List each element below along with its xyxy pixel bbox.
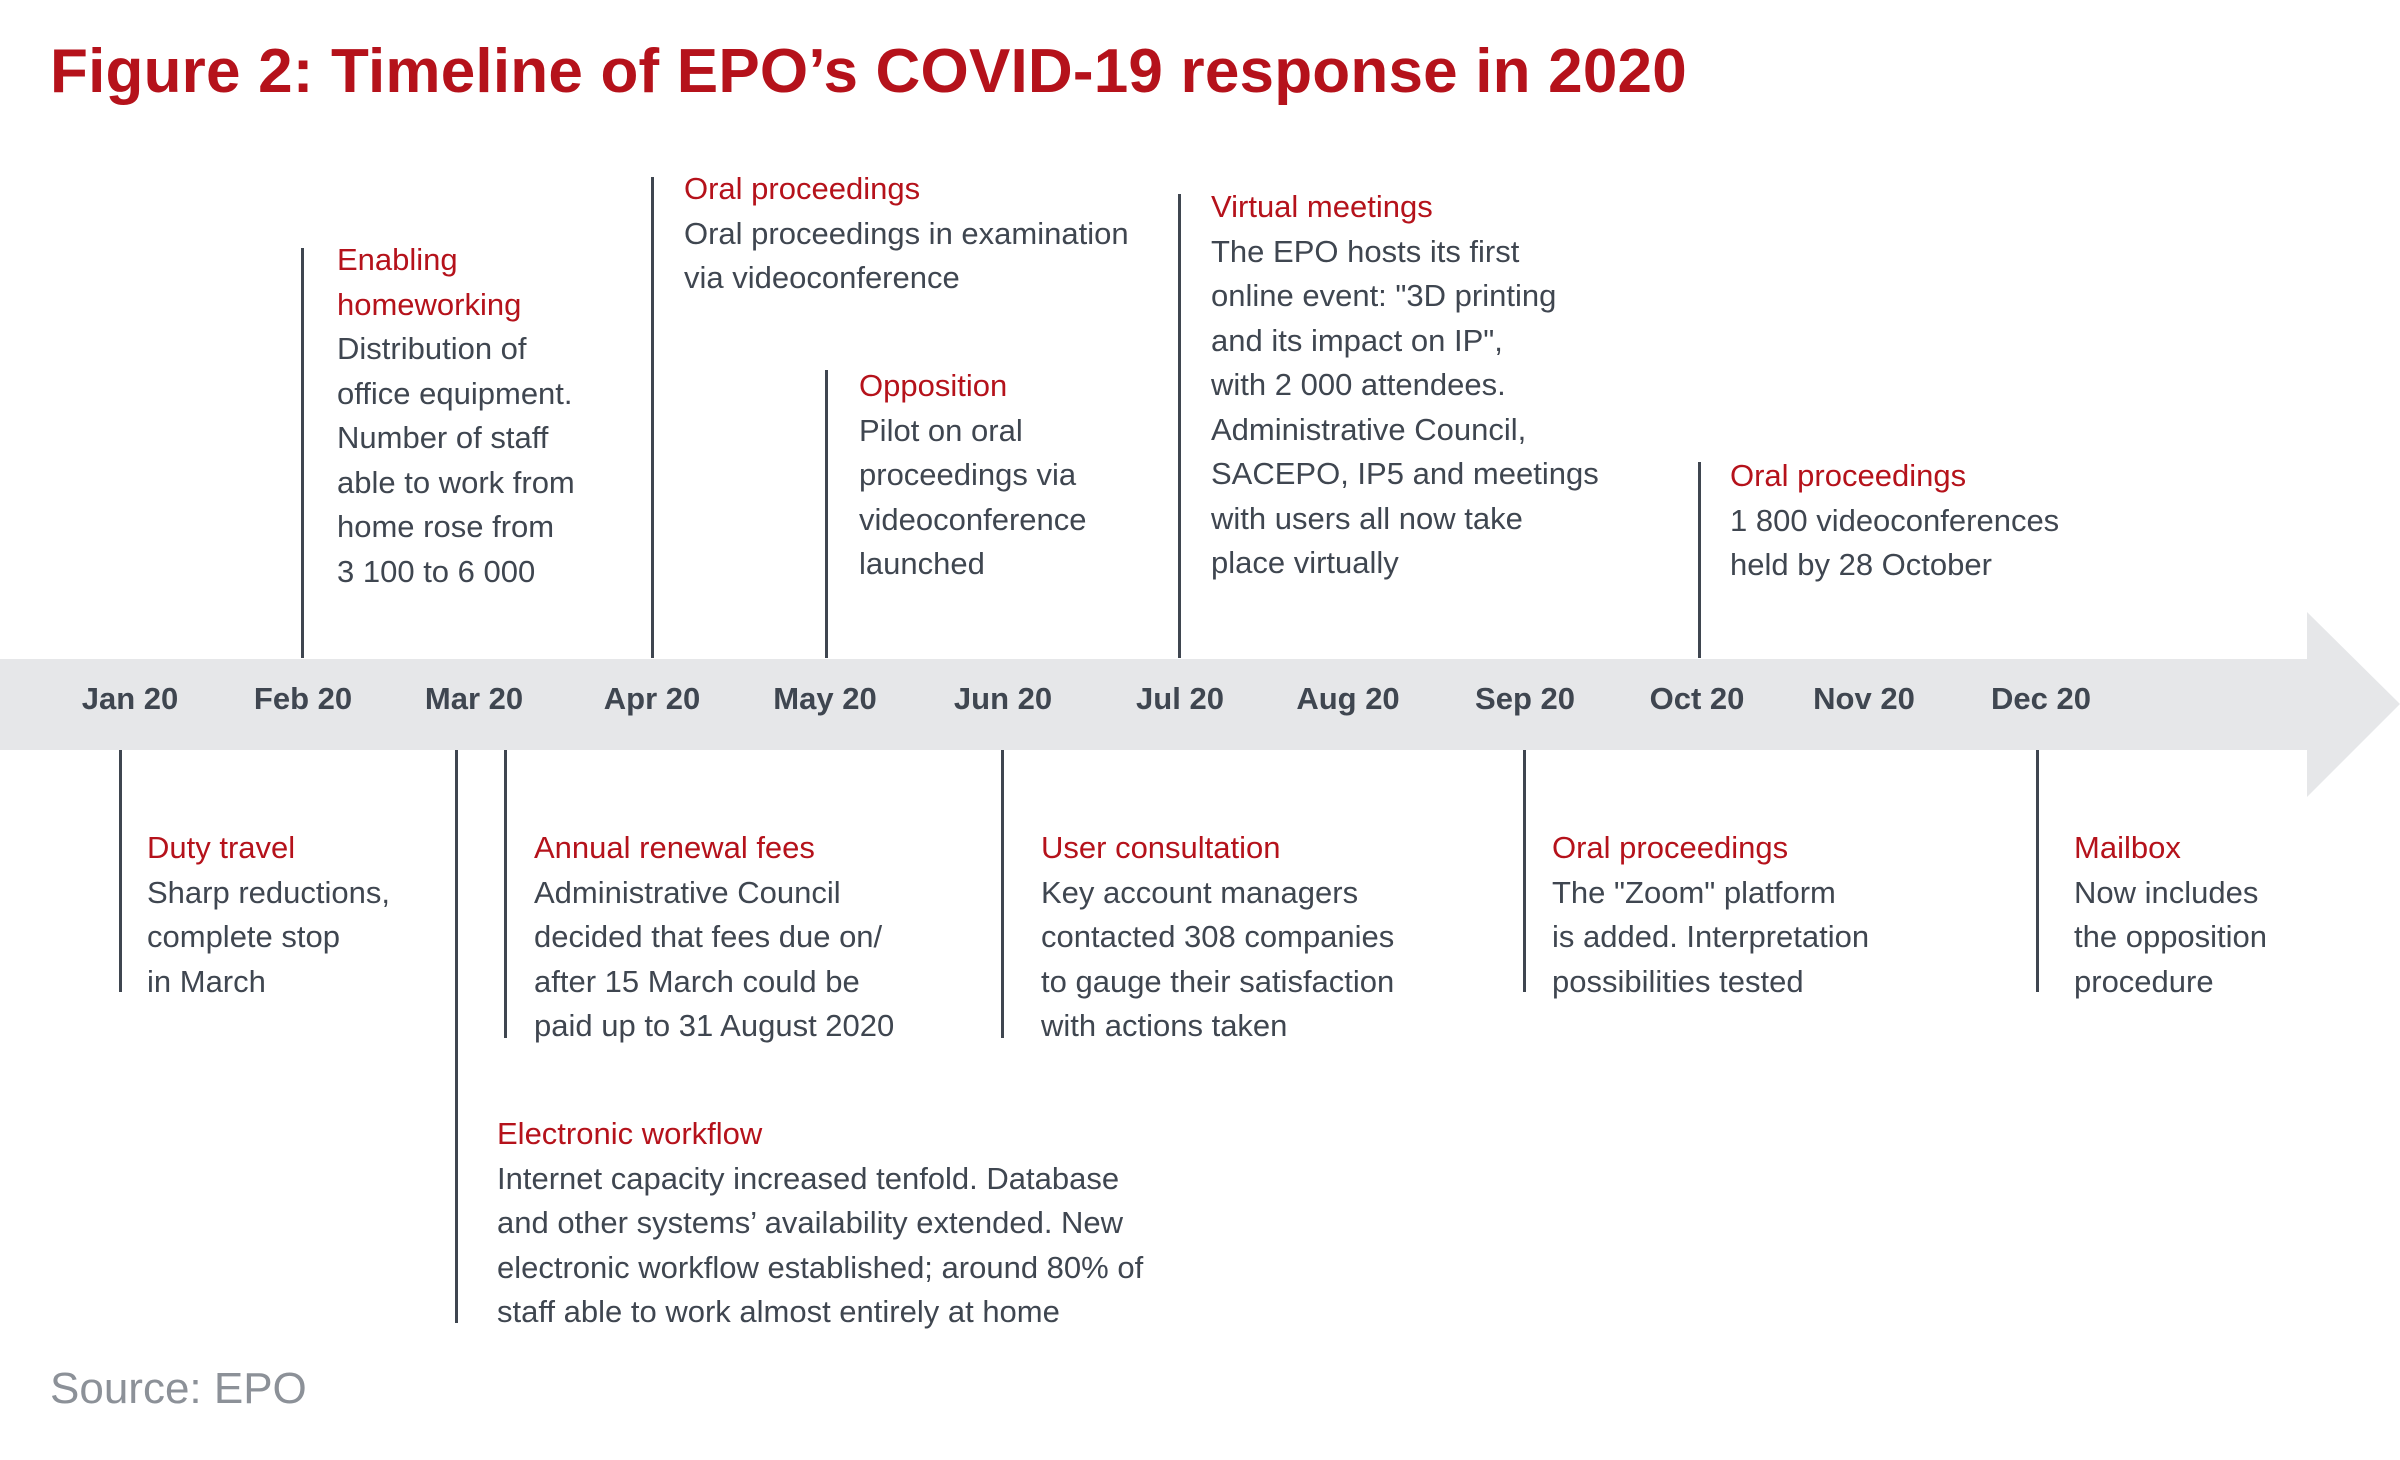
connector-line-oral-proceedings-oct [1698,462,1701,658]
event-description: Key account managers contacted 308 compa… [1041,871,1394,1049]
source-note: Source: EPO [50,1364,307,1414]
event-title: Opposition [859,364,1087,409]
month-label-jul: Jul 20 [1136,681,1224,717]
event-title: Oral proceedings [1730,454,2059,499]
event-description: Internet capacity increased tenfold. Dat… [497,1157,1143,1335]
event-description: 1 800 videoconferences held by 28 Octobe… [1730,499,2059,588]
month-label-dec: Dec 20 [1991,681,2091,717]
connector-line-opposition [825,370,828,658]
month-label-may: May 20 [773,681,876,717]
connector-line-mailbox [2036,750,2039,992]
figure-title: Figure 2: Timeline of EPO’s COVID-19 res… [50,36,1687,107]
event-description: The EPO hosts its first online event: "3… [1211,230,1599,586]
event-description: Pilot on oral proceedings via videoconfe… [859,409,1087,587]
event-description: Now includes the opposition procedure [2074,871,2267,1005]
event-enabling-homeworking: Enabling homeworking Distribution of off… [337,238,575,594]
event-user-consultation: User consultation Key account managers c… [1041,826,1394,1049]
event-opposition: Opposition Pilot on oral proceedings via… [859,364,1087,587]
event-title: Mailbox [2074,826,2267,871]
event-oral-proceedings-oct: Oral proceedings 1 800 videoconferences … [1730,454,2059,588]
connector-line-enabling-homeworking [301,248,304,658]
event-oral-proceedings-apr: Oral proceedings Oral proceedings in exa… [684,167,1129,301]
event-oral-proceedings-sep: Oral proceedings The "Zoom" platform is … [1552,826,1869,1004]
event-title: Electronic workflow [497,1112,1143,1157]
month-label-nov: Nov 20 [1813,681,1915,717]
event-description: Administrative Council decided that fees… [534,871,894,1049]
connector-line-electronic-workflow [455,750,458,1323]
connector-line-duty-travel [119,750,122,992]
event-duty-travel: Duty travel Sharp reductions, complete s… [147,826,390,1004]
month-label-jan: Jan 20 [82,681,179,717]
event-electronic-workflow: Electronic workflow Internet capacity in… [497,1112,1143,1335]
month-label-sep: Sep 20 [1475,681,1575,717]
month-label-aug: Aug 20 [1296,681,1399,717]
event-title: Annual renewal fees [534,826,894,871]
event-description: Distribution of office equipment. Number… [337,327,575,594]
event-annual-renewal-fees: Annual renewal fees Administrative Counc… [534,826,894,1049]
event-title: Duty travel [147,826,390,871]
connector-line-user-consultation [1001,750,1004,1038]
month-label-feb: Feb 20 [254,681,352,717]
month-label-apr: Apr 20 [604,681,700,717]
connector-line-oral-proceedings-apr [651,177,654,658]
month-label-jun: Jun 20 [954,681,1052,717]
month-label-oct: Oct 20 [1650,681,1745,717]
connector-line-annual-renewal-fees [504,750,507,1038]
event-title: Oral proceedings [684,167,1129,212]
event-description: The "Zoom" platform is added. Interpreta… [1552,871,1869,1005]
event-title: Oral proceedings [1552,826,1869,871]
connector-line-oral-proceedings-sep [1523,750,1526,992]
event-title: Enabling homeworking [337,238,575,327]
event-description: Oral proceedings in examination via vide… [684,212,1129,301]
event-title: Virtual meetings [1211,185,1599,230]
event-title: User consultation [1041,826,1394,871]
connector-line-virtual-meetings [1178,194,1181,658]
event-virtual-meetings: Virtual meetings The EPO hosts its first… [1211,185,1599,586]
event-description: Sharp reductions, complete stop in March [147,871,390,1005]
event-mailbox: Mailbox Now includes the opposition proc… [2074,826,2267,1004]
month-label-mar: Mar 20 [425,681,523,717]
